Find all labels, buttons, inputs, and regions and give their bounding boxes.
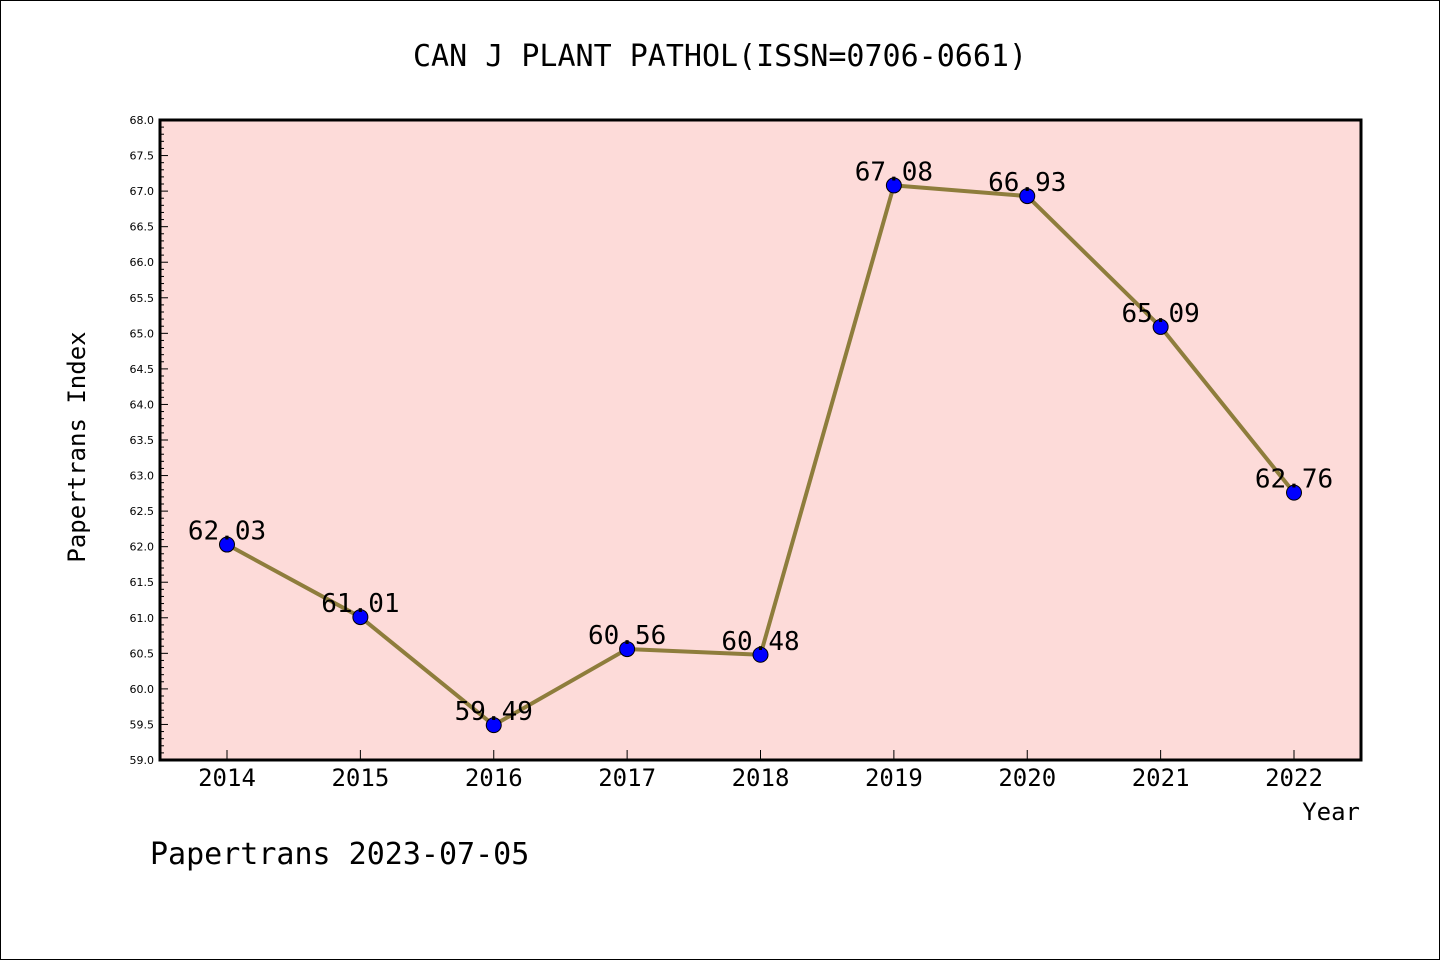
y-tick-label: 66.5 bbox=[130, 221, 155, 234]
x-tick-label: 2019 bbox=[865, 764, 923, 792]
data-label: 60.56 bbox=[588, 621, 666, 651]
y-axis-label: Papertrans Index bbox=[63, 331, 91, 562]
y-tick-label: 59.0 bbox=[130, 754, 155, 767]
y-tick-label: 60.5 bbox=[130, 647, 155, 660]
x-tick-label: 2017 bbox=[598, 764, 656, 792]
data-label: 60.48 bbox=[721, 627, 799, 657]
y-tick-label: 61.5 bbox=[130, 576, 155, 589]
x-axis-label: Year bbox=[1302, 798, 1360, 826]
x-tick-label: 2022 bbox=[1265, 764, 1323, 792]
y-tick-label: 65.0 bbox=[130, 327, 155, 340]
data-point bbox=[485, 717, 502, 734]
data-label: 62.03 bbox=[188, 517, 266, 547]
y-tick-label: 64.5 bbox=[130, 363, 155, 376]
y-tick-label: 61.0 bbox=[130, 612, 155, 625]
x-tick-label: 2021 bbox=[1132, 764, 1190, 792]
y-tick-label: 62.0 bbox=[130, 541, 155, 554]
x-tick-label: 2018 bbox=[732, 764, 790, 792]
data-point bbox=[752, 646, 769, 663]
y-tick-label: 63.5 bbox=[130, 434, 155, 447]
x-tick-label: 2014 bbox=[198, 764, 256, 792]
data-label: 62.76 bbox=[1255, 465, 1333, 495]
data-point bbox=[1152, 318, 1169, 335]
data-point bbox=[885, 177, 902, 194]
y-tick-label: 62.5 bbox=[130, 505, 155, 518]
y-tick-label: 59.5 bbox=[130, 718, 155, 731]
x-tick-label: 2016 bbox=[465, 764, 523, 792]
y-tick-label: 60.0 bbox=[130, 683, 155, 696]
y-tick-label: 67.5 bbox=[130, 150, 155, 163]
data-label: 61.01 bbox=[321, 589, 399, 619]
footer-text: Papertrans 2023-07-05 bbox=[150, 837, 529, 872]
data-point bbox=[1286, 484, 1302, 501]
data-label: 65.09 bbox=[1121, 299, 1199, 329]
y-tick-label: 68.0 bbox=[130, 114, 155, 127]
data-labels: 62.03 61.01 59.49 60.56 60.48 67.08 66.93 65.09… bbox=[188, 157, 1333, 727]
data-label: 67.08 bbox=[855, 157, 933, 187]
y-tick-label: 67.0 bbox=[130, 185, 155, 198]
data-point bbox=[1019, 188, 1036, 205]
data-point bbox=[352, 609, 369, 626]
y-tick-label: 66.0 bbox=[130, 256, 155, 269]
y-tick-label: 63.0 bbox=[130, 470, 155, 483]
x-tick-label: 2015 bbox=[331, 764, 389, 792]
data-label: 59.49 bbox=[455, 697, 533, 727]
data-label: 66.93 bbox=[988, 168, 1066, 198]
series-line bbox=[219, 177, 1302, 734]
data-point bbox=[619, 641, 636, 658]
data-point bbox=[219, 536, 235, 553]
y-tick-label: 64.0 bbox=[130, 398, 155, 411]
plot-area bbox=[158, 118, 1363, 762]
x-tick-label: 2020 bbox=[998, 764, 1056, 792]
x-axis-ticks: 2014 2015 2016 2017 2018 2019 2020 2021 2022 bbox=[198, 750, 1323, 792]
y-axis-ticks: 59.0 59.5 60.0 60.5 61.0 61.5 62.0 62.5 63.0 63.5… bbox=[130, 114, 168, 767]
chart-title: CAN J PLANT PATHOL(ISSN=0706-0661) bbox=[413, 39, 1027, 74]
y-tick-label: 65.5 bbox=[130, 292, 155, 305]
